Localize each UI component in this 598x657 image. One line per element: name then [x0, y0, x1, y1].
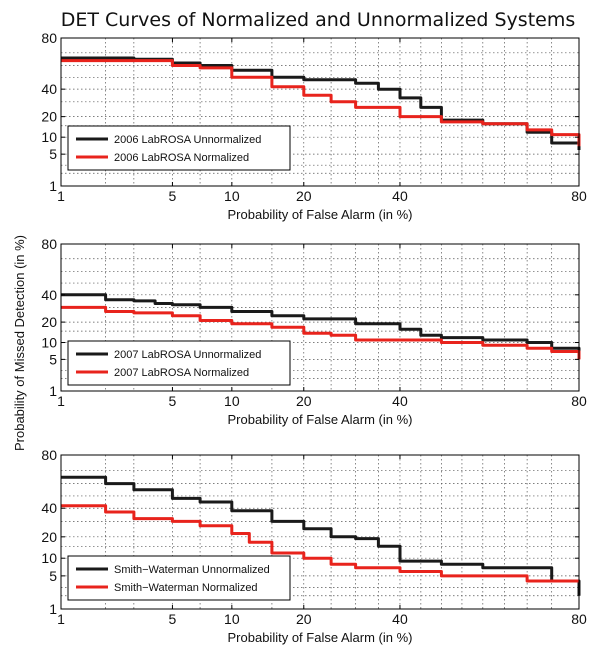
y-tick-label: 1: [49, 601, 57, 617]
legend-entry-label: Smith−Waterman Normalized: [114, 582, 258, 594]
x-tick-label: 5: [169, 188, 177, 204]
legend: 2006 LabROSA Unnormalized 2006 LabROSA No…: [67, 125, 291, 171]
y-tick-label: 40: [41, 500, 57, 516]
legend-entry-label: 2007 LabROSA Normalized: [114, 367, 249, 379]
x-tick-label: 10: [224, 393, 240, 409]
x-tick-label: 20: [296, 188, 312, 204]
x-tick-label: 40: [392, 611, 408, 627]
plot-frame: [60, 243, 580, 392]
series-line-normalized: [61, 504, 579, 583]
x-tick-label: 1: [57, 611, 65, 627]
x-tick-label: 80: [571, 393, 587, 409]
legend-box: [67, 125, 291, 171]
x-tick-label: 10: [224, 611, 240, 627]
y-tick-label: 80: [41, 30, 57, 46]
x-tick-label: 80: [571, 611, 587, 627]
x-tick-label: 40: [392, 188, 408, 204]
y-tick-label: 10: [41, 129, 57, 145]
series-line-unnormalized: [61, 293, 581, 356]
y-tick-label: 80: [41, 236, 57, 252]
x-tick-label: 10: [224, 188, 240, 204]
plot-frame: [60, 37, 580, 187]
series-line-unnormalized: [61, 475, 581, 596]
y-tick-label: 40: [41, 287, 57, 303]
y-tick-label: 5: [49, 146, 57, 162]
x-tick-label: 40: [392, 393, 408, 409]
figure-title: DET Curves of Normalized and Unnormalize…: [61, 9, 576, 31]
x-axis-label: Probability of False Alarm (in %): [228, 207, 413, 222]
x-axis-label: Probability of False Alarm (in %): [228, 412, 413, 427]
y-tick-label: 40: [41, 81, 57, 97]
x-tick-label: 1: [57, 393, 65, 409]
legend: 2007 LabROSA Unnormalized 2007 LabROSA No…: [67, 340, 291, 386]
det-panel-3: 1 5 10 20 40 80 1 5 10 20 40 80 Probability of False…: [41, 447, 587, 645]
y-tick-label: 20: [41, 314, 57, 330]
legend-entry-label: 2006 LabROSA Normalized: [114, 152, 249, 164]
plot-frame: [60, 454, 580, 610]
legend-entry-label: 2007 LabROSA Unnormalized: [114, 349, 261, 361]
legend-box: [67, 340, 291, 386]
y-tick-label: 5: [49, 351, 57, 367]
legend-box: [67, 555, 291, 601]
x-tick-label: 20: [296, 611, 312, 627]
legend: Smith−Waterman Unnormalized Smith−Waterma…: [67, 555, 291, 601]
y-tick-label: 20: [41, 109, 57, 125]
y-tick-label: 5: [49, 568, 57, 584]
legend-entry-label: Smith−Waterman Unnormalized: [114, 564, 270, 576]
x-tick-label: 5: [169, 393, 177, 409]
y-tick-label: 1: [49, 383, 57, 399]
series-line-normalized: [61, 305, 581, 360]
y-tick-label: 1: [49, 178, 57, 194]
x-axis-label: Probability of False Alarm (in %): [228, 630, 413, 645]
y-tick-label: 10: [41, 550, 57, 566]
y-tick-label: 80: [41, 447, 57, 463]
x-tick-label: 20: [296, 393, 312, 409]
x-tick-label: 5: [169, 611, 177, 627]
y-axis-label: Probability of Missed Detection (in %): [12, 235, 27, 451]
series-line-normalized: [61, 59, 581, 147]
legend-entry-label: 2006 LabROSA Unnormalized: [114, 134, 261, 146]
y-tick-label: 10: [41, 335, 57, 351]
x-tick-label: 1: [57, 188, 65, 204]
y-tick-label: 20: [41, 529, 57, 545]
x-tick-label: 80: [571, 188, 587, 204]
